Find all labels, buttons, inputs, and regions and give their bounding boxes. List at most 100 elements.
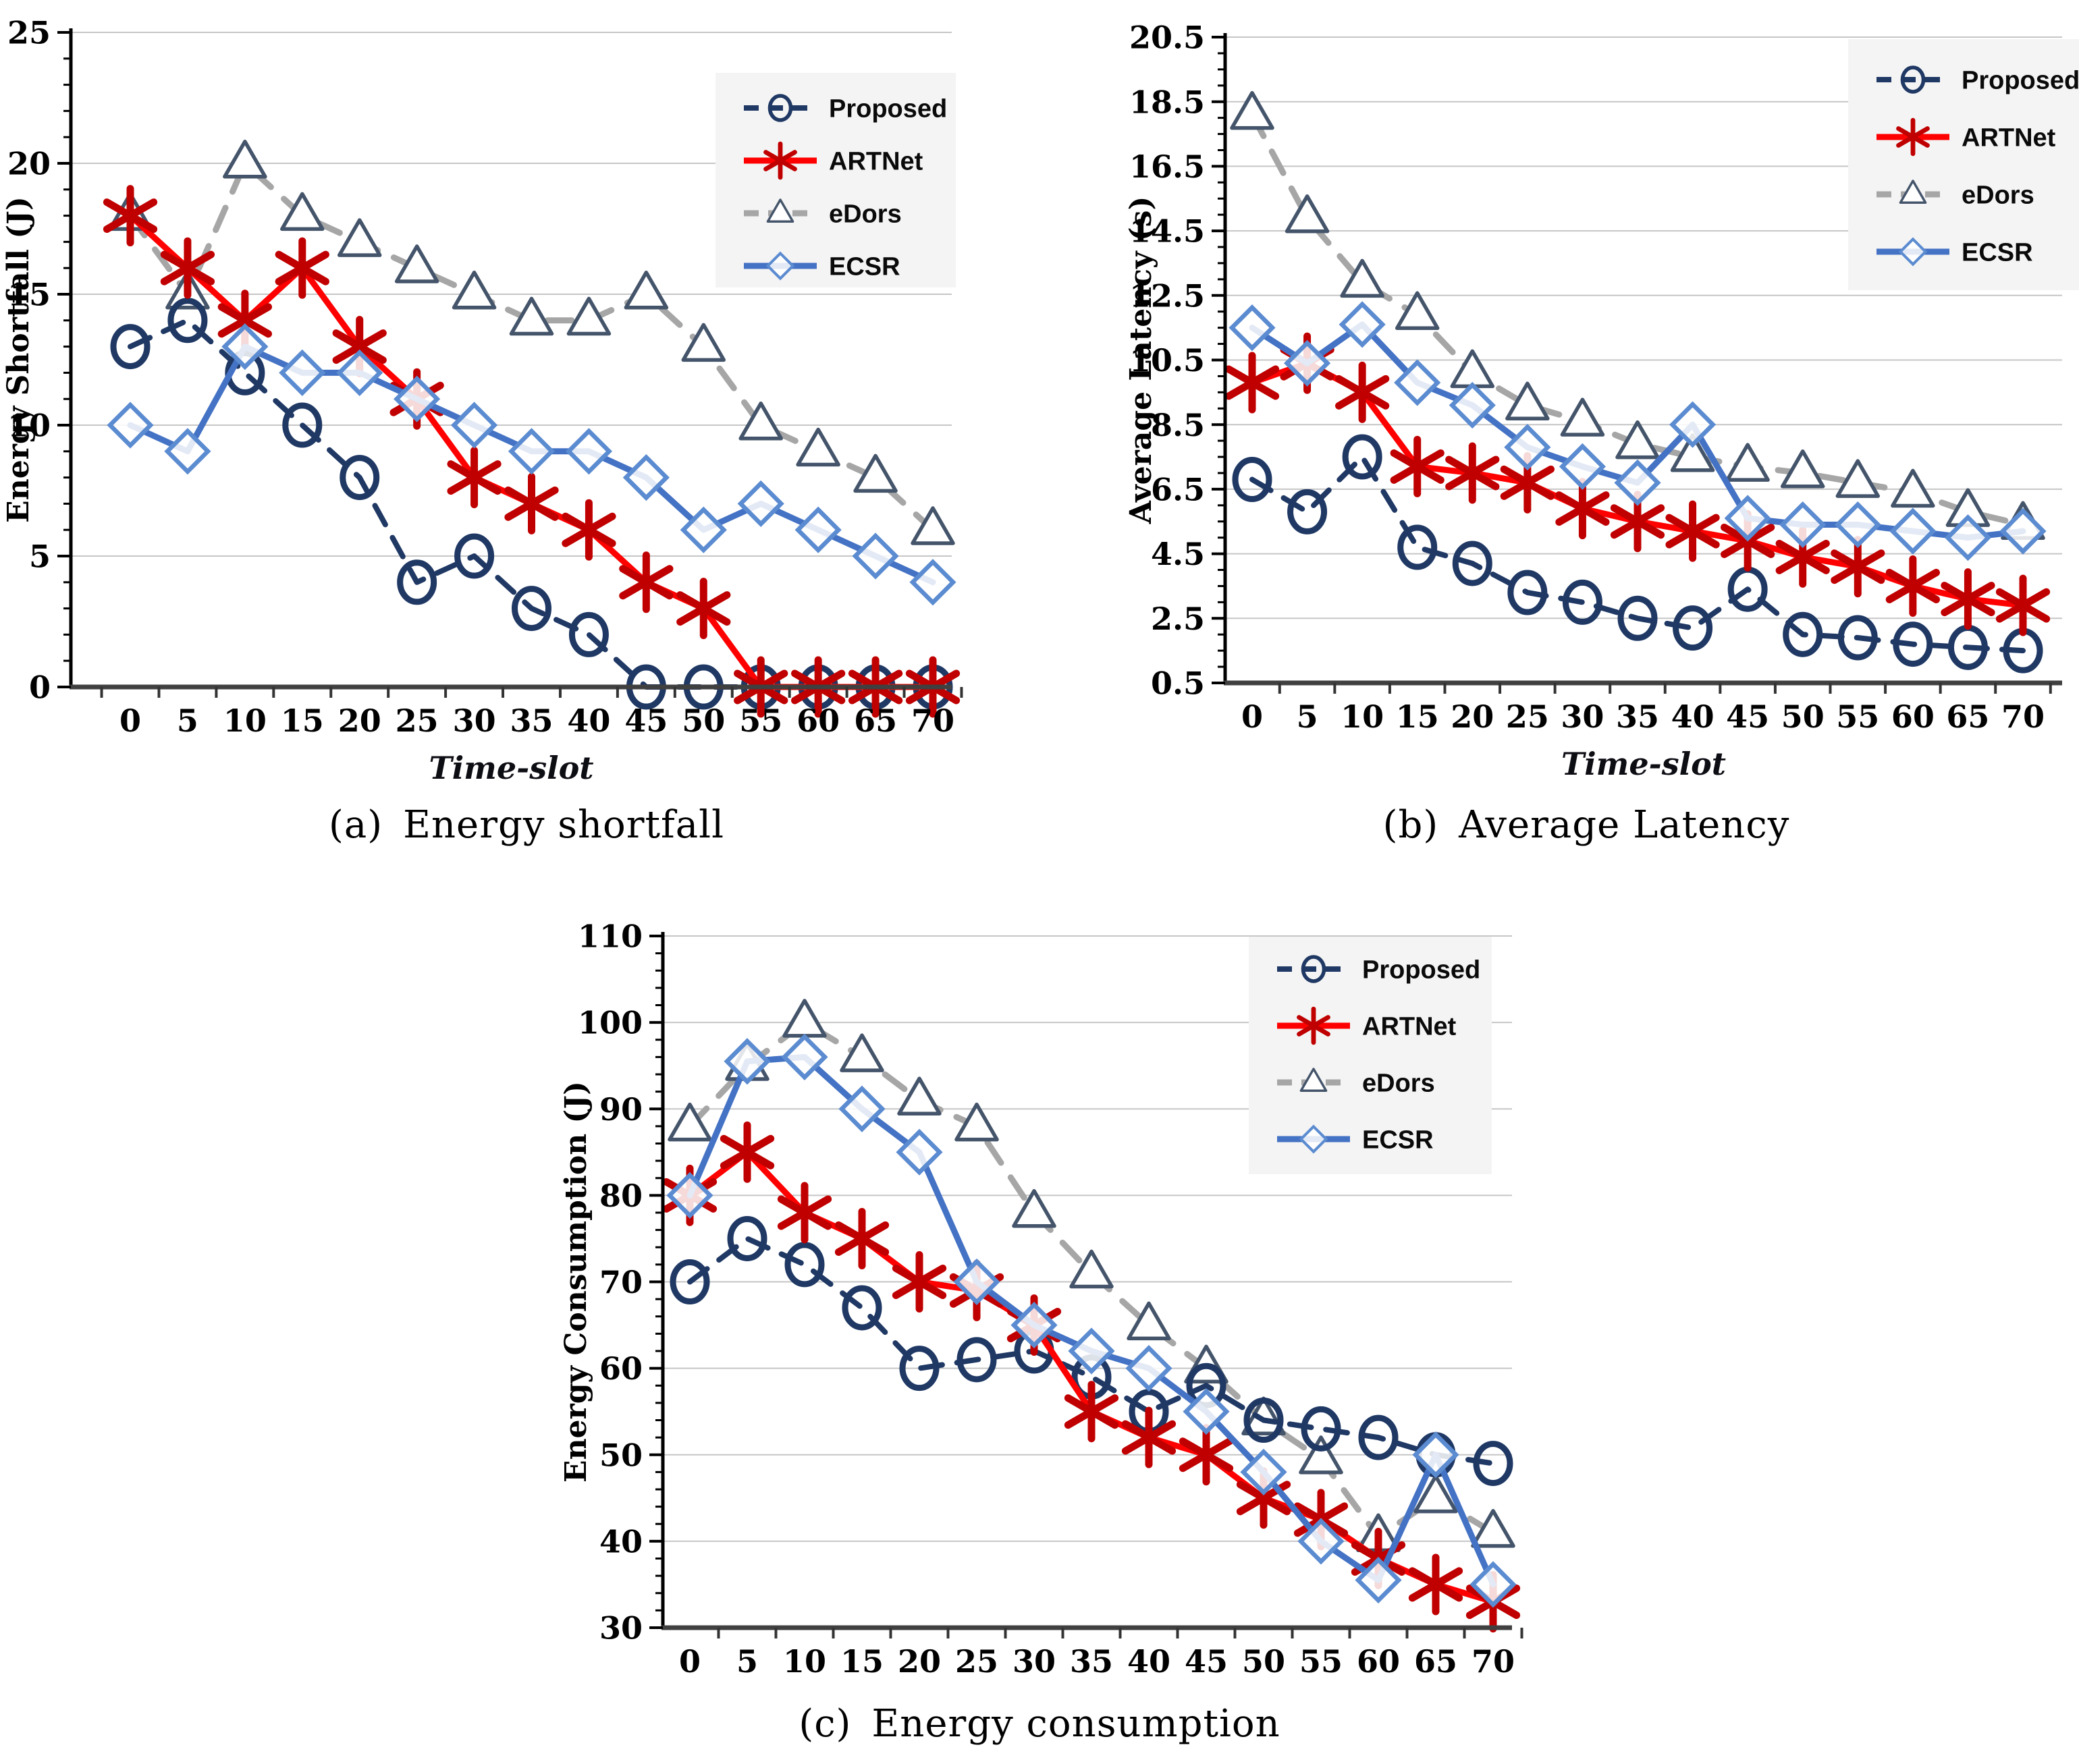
ecsr-marker bbox=[1228, 304, 1276, 352]
y-tick-label: 0 bbox=[29, 669, 51, 706]
series-proposed-markers bbox=[1232, 434, 2043, 673]
x-tick-label: 45 bbox=[1185, 1643, 1228, 1680]
artnet-marker bbox=[1995, 574, 2051, 636]
edors-marker bbox=[1299, 1435, 1343, 1474]
legend-proposed-marker-icon bbox=[1900, 65, 1926, 94]
ecsr-marker bbox=[622, 454, 670, 501]
caption-c: (c) Energy consumption bbox=[533, 1702, 1546, 1746]
ecsr-marker bbox=[1889, 507, 1937, 555]
x-tick-label: 50 bbox=[1242, 1643, 1285, 1680]
edors-marker bbox=[954, 1102, 999, 1142]
artnet-marker bbox=[777, 1182, 832, 1244]
edors-marker bbox=[1471, 1509, 1515, 1548]
edors-marker bbox=[1891, 468, 1935, 508]
y-tick-label: 14.5 bbox=[1129, 213, 1205, 250]
edors-marker bbox=[782, 999, 827, 1038]
edors-marker bbox=[280, 192, 325, 231]
legend-label: eDors bbox=[1362, 1069, 1435, 1097]
y-tick-label: 0.5 bbox=[1151, 665, 1205, 702]
x-tick-label: 55 bbox=[1299, 1643, 1343, 1680]
chart-energy-consumption: 30 40 50 60 70 80 90 100 110 0 5 10 15 20 25 30 35 40 45 50… bbox=[554, 898, 1566, 1687]
artnet-marker bbox=[1885, 555, 1940, 617]
x-ticks bbox=[717, 1628, 1523, 1638]
proposed-marker bbox=[1473, 1441, 1513, 1487]
legend-item-edors: eDors bbox=[744, 198, 902, 228]
artnet-marker bbox=[1831, 536, 1885, 598]
x-tick-labels: 0 5 10 15 20 25 30 35 40 45 50 55 60 65 70 bbox=[1241, 698, 2045, 735]
x-ticks bbox=[100, 687, 963, 698]
artnet-marker bbox=[504, 472, 559, 534]
x-tick-label: 50 bbox=[1781, 698, 1825, 735]
y-tick-label: 80 bbox=[599, 1178, 643, 1214]
edors-marker bbox=[1505, 381, 1550, 420]
edors-marker bbox=[1069, 1249, 1114, 1289]
ecsr-marker bbox=[1779, 501, 1827, 549]
x-tick-label: 0 bbox=[119, 702, 141, 739]
proposed-marker bbox=[1358, 1414, 1399, 1460]
x-tick-labels: 0 5 10 15 20 25 30 35 40 45 50 55 60 65 70 bbox=[679, 1643, 1515, 1680]
artnet-marker bbox=[275, 237, 329, 299]
proposed-marker bbox=[282, 402, 323, 448]
ecsr-marker bbox=[1999, 507, 2047, 555]
edors-marker bbox=[1285, 194, 1330, 233]
chart-average-latency: 0.5 2.5 4.5 6.5 8.5 10.5 12.5 14.5 16.5 18.5 20.5 0… bbox=[1094, 0, 2079, 783]
x-tick-label: 10 bbox=[1341, 698, 1384, 735]
legend-label: Proposed bbox=[829, 94, 947, 123]
edors-marker bbox=[1560, 397, 1605, 437]
y-tick-label: 6.5 bbox=[1151, 471, 1205, 507]
y-tick-label: 5 bbox=[29, 539, 51, 575]
legend-proposed-marker-icon bbox=[767, 94, 793, 122]
artnet-marker bbox=[1408, 1553, 1463, 1616]
proposed-marker bbox=[1893, 622, 1933, 667]
y-tick-label: 10.5 bbox=[1129, 342, 1205, 379]
artnet-marker bbox=[720, 1121, 775, 1183]
legend-label: ARTNet bbox=[1962, 123, 2056, 152]
ecsr-marker bbox=[1504, 424, 1551, 471]
y-tick-label: 18.5 bbox=[1129, 84, 1205, 120]
edors-marker bbox=[1780, 449, 1825, 489]
ecsr-marker bbox=[565, 428, 613, 475]
proposed-marker bbox=[340, 455, 380, 501]
caption-b: (b) Average Latency bbox=[1094, 803, 2079, 847]
y-tick-labels: 0.5 2.5 4.5 6.5 8.5 10.5 12.5 14.5 16.5 18.5 20.5 bbox=[1129, 20, 1205, 702]
ecsr-marker bbox=[1944, 514, 1992, 561]
artnet-marker bbox=[1555, 478, 1610, 540]
y-tick-label: 100 bbox=[578, 1005, 643, 1041]
ecsr-marker bbox=[737, 480, 784, 527]
axes bbox=[649, 932, 1512, 1630]
legend-item-edors: eDors bbox=[1277, 1068, 1435, 1097]
proposed-marker bbox=[110, 324, 151, 370]
legend-label: ECSR bbox=[1362, 1126, 1434, 1154]
x-tick-label: 15 bbox=[840, 1643, 884, 1680]
caption-a-prefix: (a) bbox=[329, 803, 383, 847]
legend-label: Proposed bbox=[1362, 956, 1480, 984]
series-edors-markers bbox=[108, 140, 955, 545]
legend-label: ECSR bbox=[1962, 238, 2033, 267]
x-tick-label: 55 bbox=[1836, 698, 1879, 735]
proposed-marker bbox=[1673, 605, 1713, 651]
x-tick-label: 35 bbox=[510, 702, 553, 739]
legend-item-artnet: ARTNet bbox=[1877, 117, 2056, 157]
x-tick-label: 65 bbox=[1414, 1643, 1457, 1680]
artnet-marker bbox=[1390, 435, 1444, 497]
edors-marker bbox=[1413, 1474, 1458, 1514]
x-tick-label: 30 bbox=[1013, 1643, 1056, 1680]
edors-marker bbox=[897, 1076, 942, 1115]
proposed-marker bbox=[1507, 570, 1548, 615]
edors-marker bbox=[911, 506, 955, 545]
proposed-marker bbox=[1562, 579, 1602, 625]
ecsr-marker bbox=[1068, 1327, 1115, 1375]
y-tick-label: 2.5 bbox=[1151, 601, 1205, 637]
edors-marker bbox=[1340, 258, 1384, 298]
proposed-marker bbox=[568, 611, 609, 657]
x-tick-labels: 0 5 10 15 20 25 30 35 40 45 50 55 60 65 70 bbox=[119, 702, 954, 739]
x-tick-label: 15 bbox=[1396, 698, 1439, 735]
y-tick-label: 4.5 bbox=[1151, 536, 1205, 572]
artnet-marker bbox=[676, 578, 731, 640]
y-tick-labels: 0 5 10 15 20 25 bbox=[7, 15, 51, 706]
ecsr-marker bbox=[852, 532, 899, 580]
ecsr-marker bbox=[1297, 1518, 1345, 1565]
x-tick-label: 20 bbox=[338, 702, 381, 739]
edors-marker bbox=[1835, 459, 1881, 498]
caption-a: (a) Energy shortfall bbox=[0, 803, 1053, 847]
